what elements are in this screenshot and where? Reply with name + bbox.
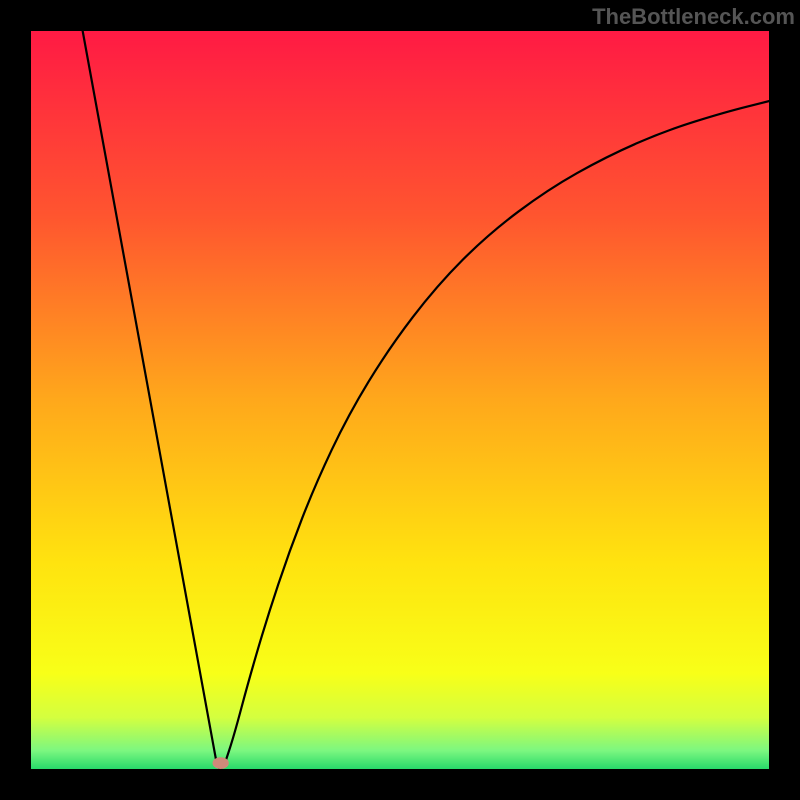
vertex-marker — [213, 757, 229, 769]
chart-container: TheBottleneck.com — [0, 0, 800, 800]
gradient-background — [31, 31, 769, 769]
plot-area — [31, 31, 769, 769]
watermark-text: TheBottleneck.com — [592, 4, 795, 30]
